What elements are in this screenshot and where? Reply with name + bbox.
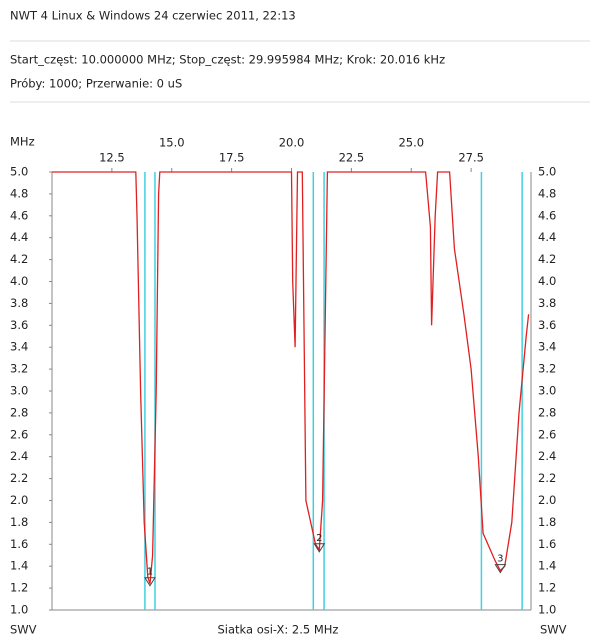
x-tick-label: 12.5 [99, 151, 125, 165]
y-tick-label: 3.4 [10, 340, 28, 354]
y-tick-label: 4.2 [10, 252, 28, 266]
y-tick-label: 2.6 [10, 427, 28, 441]
y-tick-label: 2.8 [10, 405, 28, 419]
y-tick-label: 1.4 [10, 559, 28, 573]
x-unit: MHz [10, 135, 35, 149]
x-tick-label: 15.0 [159, 136, 185, 150]
y-tick-label: 3.8 [10, 296, 28, 310]
marker-label: 2 [316, 533, 322, 544]
x-tick-label: 20.0 [279, 136, 305, 150]
y-tick-label: 2.0 [10, 493, 28, 507]
marker [494, 564, 507, 574]
x-tick-label: 22.5 [339, 151, 365, 165]
y-tick-label: 2.6 [538, 427, 556, 441]
x-tick-label: 17.5 [219, 151, 245, 165]
series-line [52, 171, 530, 584]
y-tick-label: 1.2 [538, 581, 556, 595]
y-tick-label: 4.0 [10, 274, 28, 288]
y-tick-label: 1.4 [538, 559, 556, 573]
y-tick-label: 4.2 [538, 252, 556, 266]
y-tick-label: 4.4 [538, 230, 556, 244]
y-tick-label: 4.0 [538, 274, 556, 288]
y-tick-label: 3.6 [538, 318, 556, 332]
y-tick-label: 3.2 [538, 362, 556, 376]
y-tick-label: 2.2 [538, 471, 556, 485]
marker [144, 577, 156, 587]
y-tick-label: 2.0 [538, 493, 556, 507]
y-tick-label: 4.8 [10, 186, 28, 200]
x-axis-label: Siatka osi-X: 2.5 MHz [218, 623, 339, 637]
y-tick-label: 2.2 [10, 471, 28, 485]
y-tick-label: 2.8 [538, 405, 556, 419]
subtitle: Start_częst: 10.000000 MHz; Stop_częst: … [10, 53, 445, 67]
y-tick-label: 4.4 [10, 230, 28, 244]
y-tick-label: 1.2 [10, 581, 28, 595]
y-tick-label: 2.4 [10, 449, 28, 463]
chart-title: NWT 4 Linux & Windows 24 czerwiec 2011, … [10, 9, 296, 23]
subtitle: Próby: 1000; Przerwanie: 0 uS [10, 77, 182, 91]
y-tick-label: 4.6 [538, 208, 556, 222]
y-tick-label: 5.0 [10, 165, 28, 179]
y-tick-label: 3.6 [10, 318, 28, 332]
y-tick-label: 5.0 [538, 165, 556, 179]
y-tick-label: 3.8 [538, 296, 556, 310]
y-tick-label: 3.0 [538, 384, 556, 398]
y-tick-label: 4.6 [10, 208, 28, 222]
y-axis-label: SWV [540, 623, 567, 637]
y-tick-label: 3.2 [10, 362, 28, 376]
y-tick-label: 1.0 [10, 603, 28, 617]
y-tick-label: 4.8 [538, 186, 556, 200]
y-tick-label: 1.8 [538, 515, 556, 529]
x-tick-label: 27.5 [458, 151, 484, 165]
x-tick-label: 25.0 [398, 136, 424, 150]
marker-label: 1 [147, 567, 153, 578]
marker [313, 543, 326, 553]
y-tick-label: 1.0 [538, 603, 556, 617]
y-tick-label: 3.4 [538, 340, 556, 354]
y-tick-label: 1.8 [10, 515, 28, 529]
y-axis-label: SWV [10, 623, 37, 637]
y-tick-label: 1.6 [10, 537, 28, 551]
y-tick-label: 2.4 [538, 449, 556, 463]
y-tick-label: 1.6 [538, 537, 556, 551]
y-tick-label: 3.0 [10, 384, 28, 398]
marker-label: 3 [497, 554, 503, 565]
